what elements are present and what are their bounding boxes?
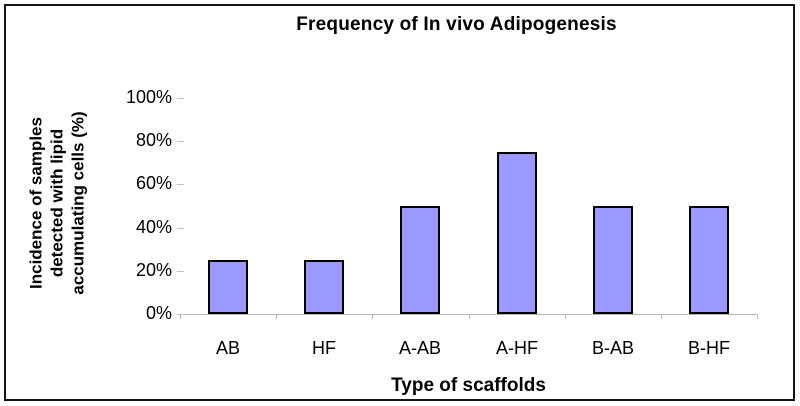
bar-a-hf xyxy=(497,152,537,314)
y-axis-tick xyxy=(177,271,184,272)
bar-a-ab xyxy=(400,206,440,314)
y-tick-label: 0% xyxy=(145,303,172,323)
y-tick-label: 20% xyxy=(135,259,172,280)
x-axis-tick xyxy=(372,314,373,319)
x-tick-label-a-ab: A-AB xyxy=(398,338,441,358)
bar-hf xyxy=(304,260,344,314)
x-axis-tick xyxy=(661,314,662,319)
y-axis-tick xyxy=(177,141,184,142)
x-axis-tick xyxy=(469,314,470,319)
y-tick-label: 60% xyxy=(135,173,172,194)
bar-b-hf xyxy=(689,206,729,314)
x-tick-label-hf: HF xyxy=(312,338,336,358)
x-axis-title: Type of scaffolds xyxy=(391,375,546,396)
y-axis-tick xyxy=(177,184,184,185)
x-axis-tick xyxy=(565,314,566,319)
x-tick-label-a-hf: A-HF xyxy=(496,338,538,358)
x-axis-tick xyxy=(276,314,277,319)
x-tick-label-ab: AB xyxy=(215,338,240,358)
chart-border-frame xyxy=(4,4,795,401)
y-axis-title-line-1: Incidence of samples xyxy=(26,117,46,289)
y-tick-label: 40% xyxy=(135,216,172,237)
y-axis-tick xyxy=(177,98,184,99)
y-tick-label: 80% xyxy=(135,130,172,151)
y-axis-tick xyxy=(177,228,184,229)
y-axis-title-line-3: accumulating cells (%) xyxy=(68,111,88,295)
x-axis-line xyxy=(177,314,758,315)
y-tick-label: 100% xyxy=(125,87,172,107)
x-tick-label-b-hf: B-HF xyxy=(688,338,730,358)
chart-title: Frequency of In vivo Adipogenesis xyxy=(296,14,617,35)
x-axis-tick xyxy=(180,314,181,319)
x-axis-tick xyxy=(757,314,758,319)
bar-b-ab xyxy=(593,206,633,314)
x-tick-label-b-ab: B-AB xyxy=(591,338,634,358)
y-axis-title-line-2: detected with lipid xyxy=(47,128,67,278)
bar-ab xyxy=(208,260,248,314)
y-axis-title: Incidence of samples detected with lipid… xyxy=(26,68,89,338)
